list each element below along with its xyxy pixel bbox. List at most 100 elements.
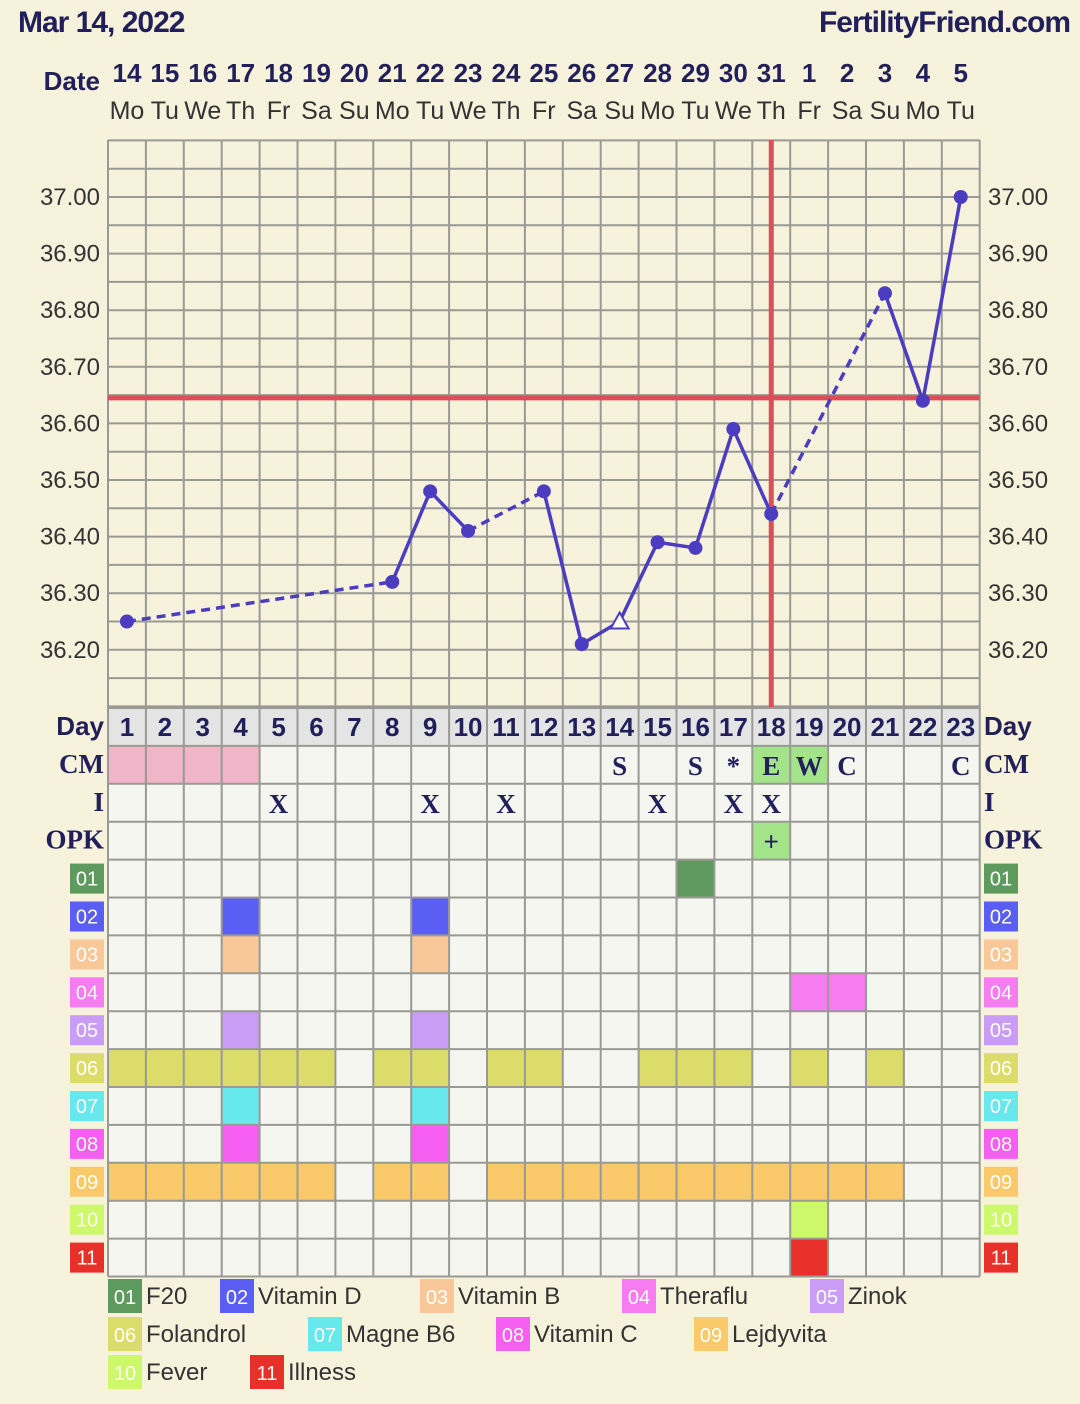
row-label-right: OPK [984,825,1043,855]
temp-point-day-10 [461,523,476,538]
chart-date-title: Mar 14, 2022 [18,6,185,39]
med-09-cell [411,1162,450,1201]
med-code-badge [984,1204,1018,1235]
med-code-badge [70,977,104,1008]
med-07-cell [221,1087,260,1125]
intercourse-entry: X [648,789,668,819]
intercourse-entry: X [724,789,744,819]
med-code-01: 01 [990,869,1012,891]
cycle-day-9: 9 [423,712,437,742]
med-06-cell [183,1049,222,1087]
y-tick-left: 36.60 [40,410,100,437]
med-09-cell [373,1162,412,1201]
cycle-day-17: 17 [719,712,748,742]
date-label-28: 28 [643,58,672,88]
med-04-cell [828,973,866,1012]
weekday-label: We [184,97,221,125]
med-code-02: 02 [76,907,98,929]
cycle-day-23: 23 [946,712,975,742]
temp-point-day-1 [119,614,134,629]
med-05-cell [221,1011,260,1050]
legend-label-03: Vitamin B [458,1283,560,1310]
med-code-badge [984,1242,1018,1273]
legend-swatch-05 [810,1279,844,1313]
med-code-08: 08 [990,1134,1012,1156]
med-code-06: 06 [990,1058,1012,1080]
med-code-badge [70,1204,104,1235]
med-09-cell [183,1162,222,1201]
legend-code-01: 01 [114,1287,136,1309]
med-code-09: 09 [76,1172,98,1194]
med-code-badge [984,901,1018,932]
legend-swatch-03 [420,1279,454,1313]
cycle-day-6: 6 [309,712,323,742]
cm-cell-pink [183,745,222,784]
cycle-day-7: 7 [347,712,361,742]
date-label-2: 2 [840,58,854,88]
med-10-cell [790,1200,829,1239]
med-05-cell [411,1011,450,1050]
date-label-29: 29 [681,58,710,88]
weekday-label: Su [339,97,370,125]
med-code-badge [984,1053,1018,1084]
med-code-badge [70,901,104,932]
med-07-cell [411,1087,450,1125]
cm-entry: C [837,751,857,781]
legend-label-02: Vitamin D [258,1283,362,1310]
cycle-day-19: 19 [795,712,824,742]
legend-swatch-04 [622,1279,656,1313]
legend-swatch-01 [108,1279,142,1313]
legend-code-02: 02 [226,1287,248,1309]
med-code-10: 10 [990,1210,1012,1232]
med-06-cell [411,1049,450,1087]
intercourse-entry: X [420,789,440,819]
row-label-left: Day [56,711,104,741]
cycle-day-2: 2 [158,712,172,742]
y-tick-left: 36.90 [40,241,100,268]
med-09-cell [714,1162,753,1201]
intercourse-entry: X [762,789,782,819]
temp-point-day-14 [608,610,631,630]
cm-entry: S [612,751,627,781]
date-label-17: 17 [226,58,255,88]
temp-point-day-22 [915,393,930,408]
y-tick-right: 36.50 [988,467,1048,494]
med-code-badge [70,1015,104,1046]
row-label-left: OPK [46,825,105,855]
med-code-badge [984,1091,1018,1121]
med-code-badge [70,1091,104,1121]
med-09-cell [221,1162,260,1201]
weekday-label: Su [870,97,901,125]
cm-cell-pink [145,745,184,784]
med-code-10: 10 [76,1210,98,1232]
med-code-badge [70,1166,104,1197]
cycle-day-4: 4 [233,712,248,742]
cm-entry: W [796,751,823,781]
cm-cell-green [790,745,829,784]
legend-label-07: Magne B6 [346,1321,455,1348]
date-label-3: 3 [878,58,892,88]
weekday-label: We [715,97,752,125]
weekday-label: Fr [532,97,556,125]
med-code-badge [70,863,104,894]
weekday-label: Th [491,97,520,125]
weekday-label: Mo [110,97,145,125]
med-09-cell [108,1162,146,1201]
temp-point-day-16 [688,540,703,555]
med-code-11: 11 [77,1248,98,1270]
med-09-cell [259,1162,298,1201]
date-label-31: 31 [757,58,786,88]
cycle-day-11: 11 [492,712,520,742]
legend-code-04: 04 [628,1287,650,1309]
weekday-label: Tu [416,97,444,125]
cycle-day-18: 18 [757,712,786,742]
y-tick-left: 36.80 [40,297,100,324]
med-code-badge [984,1128,1018,1159]
med-08-cell [221,1124,260,1163]
legend-code-11: 11 [257,1363,278,1385]
intercourse-entry: X [496,789,516,819]
cm-entry: * [727,751,741,781]
med-code-09: 09 [990,1172,1012,1194]
med-09-cell [600,1162,639,1201]
temp-segment [769,292,887,515]
